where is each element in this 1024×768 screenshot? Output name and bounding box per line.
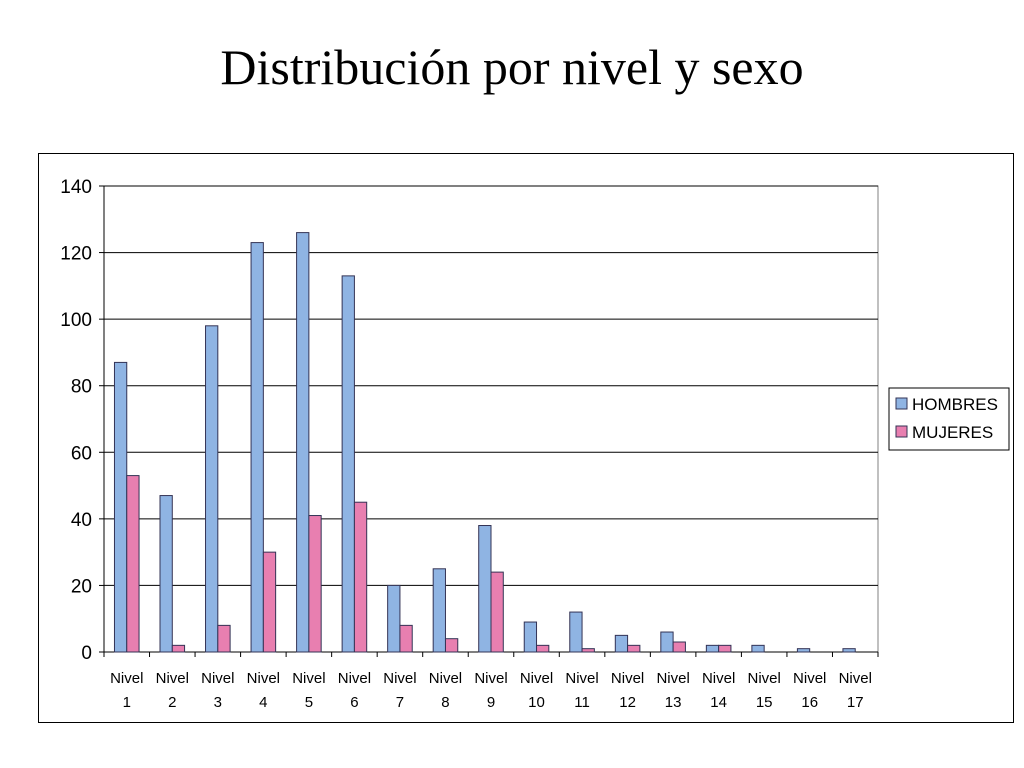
x-category-label-line1: Nivel — [383, 670, 416, 687]
bar-hombres-nivel-1 — [113, 361, 128, 653]
bar-mujeres-nivel-8 — [444, 638, 459, 653]
bar-mujeres-nivel-13 — [672, 641, 686, 653]
bar-hombres-nivel-14 — [705, 644, 720, 653]
x-category-label-line1: Nivel — [611, 670, 644, 687]
x-category-label-line2: 7 — [396, 694, 404, 711]
bar-mujeres-nivel-4 — [262, 551, 277, 653]
legend-label-hombres: HOMBRES — [912, 395, 998, 414]
bar-mujeres-nivel-7 — [399, 624, 413, 653]
x-category-label-line2: 17 — [847, 694, 864, 711]
bar-mujeres-nivel-11 — [581, 648, 595, 653]
y-tick-label: 140 — [60, 177, 92, 198]
bar-hombres-nivel-12 — [614, 634, 629, 653]
x-category-label-line2: 4 — [259, 694, 267, 711]
x-category-label-line1: Nivel — [793, 670, 826, 687]
x-category-label-line2: 5 — [305, 694, 313, 711]
x-category-label-line1: Nivel — [656, 670, 689, 687]
bar-hombres-nivel-3 — [205, 325, 219, 653]
legend-swatch-mujeres — [895, 425, 908, 438]
y-tick-label: 60 — [71, 443, 92, 464]
y-tick-label: 100 — [60, 310, 92, 331]
bar-hombres-nivel-5 — [296, 232, 310, 653]
bar-hombres-nivel-10 — [523, 621, 538, 653]
y-tick-label: 0 — [81, 643, 92, 664]
x-category-label-line2: 13 — [665, 694, 682, 711]
x-category-label-line2: 2 — [168, 694, 176, 711]
bar-hombres-nivel-8 — [432, 568, 446, 653]
x-category-label-line1: Nivel — [748, 670, 781, 687]
bar-hombres-nivel-4 — [250, 242, 264, 653]
x-category-label-line1: Nivel — [201, 670, 234, 687]
x-category-label-line1: Nivel — [520, 670, 553, 687]
y-tick-label: 120 — [60, 244, 92, 265]
x-category-label-line1: Nivel — [474, 670, 507, 687]
x-category-label-line2: 9 — [487, 694, 495, 711]
x-category-label-line1: Nivel — [839, 670, 872, 687]
y-tick-label: 80 — [71, 377, 92, 398]
bar-hombres-nivel-2 — [159, 495, 173, 653]
bar-hombres-nivel-16 — [796, 648, 811, 653]
bar-hombres-nivel-7 — [387, 584, 401, 653]
x-category-label-line1: Nivel — [429, 670, 462, 687]
x-category-label-line2: 3 — [214, 694, 222, 711]
bar-mujeres-nivel-12 — [627, 644, 641, 653]
x-category-label-line1: Nivel — [247, 670, 280, 687]
x-category-label-line2: 1 — [123, 694, 131, 711]
y-tick-label: 40 — [71, 510, 92, 531]
x-category-label-line1: Nivel — [702, 670, 735, 687]
bar-mujeres-nivel-6 — [353, 501, 368, 653]
bar-hombres-nivel-15 — [751, 644, 765, 653]
x-category-label-line1: Nivel — [338, 670, 371, 687]
bar-hombres-nivel-13 — [660, 631, 674, 653]
x-category-label-line2: 8 — [441, 694, 449, 711]
x-category-label-line2: 15 — [756, 694, 773, 711]
bar-mujeres-nivel-10 — [536, 644, 550, 653]
x-category-label-line2: 10 — [528, 694, 545, 711]
legend-box — [888, 387, 1010, 451]
y-tick-label: 20 — [71, 576, 92, 597]
x-category-label-line2: 12 — [619, 694, 636, 711]
bar-hombres-nivel-11 — [569, 611, 583, 653]
slide-title: Distribución por nivel y sexo — [220, 39, 804, 95]
x-category-label-line2: 14 — [710, 694, 727, 711]
bar-mujeres-nivel-1 — [126, 475, 140, 653]
x-category-label-line1: Nivel — [292, 670, 325, 687]
bar-hombres-nivel-17 — [842, 648, 856, 653]
bar-hombres-nivel-6 — [341, 275, 355, 653]
bar-mujeres-nivel-9 — [490, 571, 504, 653]
bar-mujeres-nivel-2 — [171, 644, 186, 653]
x-category-label-line2: 11 — [574, 694, 590, 711]
x-category-label-line1: Nivel — [110, 670, 143, 687]
x-category-label-line2: 16 — [801, 694, 818, 711]
x-category-label-line1: Nivel — [565, 670, 598, 687]
bar-mujeres-nivel-3 — [217, 624, 231, 653]
x-category-label-line1: Nivel — [156, 670, 189, 687]
x-category-label-line2: 6 — [350, 694, 358, 711]
bar-mujeres-nivel-5 — [308, 515, 322, 653]
bar-mujeres-nivel-14 — [718, 644, 732, 653]
legend-label-mujeres: MUJERES — [912, 423, 993, 442]
bar-hombres-nivel-9 — [478, 525, 492, 653]
legend-swatch-hombres — [895, 397, 908, 410]
